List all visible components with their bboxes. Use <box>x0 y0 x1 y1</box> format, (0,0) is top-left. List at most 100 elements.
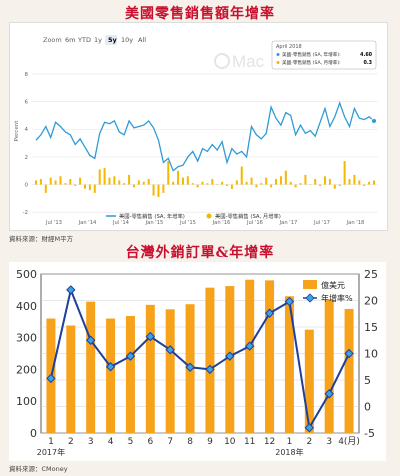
mom-bar <box>211 179 214 185</box>
growth-marker <box>324 389 334 399</box>
y-tick-label: 4 <box>25 127 29 133</box>
mom-bar <box>142 181 145 185</box>
zoom-button-10y[interactable]: 10y <box>121 36 133 44</box>
mom-bar <box>79 177 82 185</box>
zoom-bar: Zoom 6m YTD 1y 5y 10y All <box>43 35 146 45</box>
x-tick-label: 12 <box>264 437 275 447</box>
x-tick-label: 1 <box>48 437 54 447</box>
mom-bar <box>270 184 273 188</box>
mom-bar <box>255 184 258 188</box>
tooltip-marker <box>276 61 280 64</box>
us-retail-chart: Zoom 6m YTD 1y 5y 10y All Mac -2 0 2 4 6 8 Percent Jul … <box>14 35 378 226</box>
x-tick-label: 6 <box>147 437 153 447</box>
legend-item-growth[interactable]: 年增率% <box>321 293 353 303</box>
left-tick-label: 0 <box>30 427 37 440</box>
mom-bar <box>226 184 229 186</box>
x-tick-label: 4(月) <box>338 436 360 447</box>
mom-bar <box>304 174 307 185</box>
mom-bar <box>319 184 322 186</box>
mom-bar <box>74 184 77 186</box>
mom-bar <box>221 181 224 185</box>
order-bar <box>125 315 135 433</box>
zoom-active-bg <box>105 35 117 45</box>
x-tick-label: 11 <box>244 437 255 447</box>
growth-marker <box>105 362 116 372</box>
growth-line <box>49 286 350 431</box>
mom-bar <box>132 184 135 188</box>
mom-bar <box>147 179 150 185</box>
yoy-last-point[interactable] <box>371 118 377 124</box>
chart1-title: 美國零售銷售額年增率 <box>125 6 275 22</box>
legend-item-bars[interactable]: 億美元 <box>321 280 345 290</box>
order-bar <box>344 308 354 433</box>
legend-item-mom[interactable]: 美國-零售銷售 (SA, 月增率) <box>215 212 281 220</box>
zoom-button-all[interactable]: All <box>138 36 146 44</box>
mom-bar <box>103 167 106 185</box>
mom-bar <box>343 161 346 185</box>
x-tick-label: 8 <box>187 437 193 447</box>
growth-marker <box>66 285 76 295</box>
zoom-button-ytd[interactable]: YTD <box>77 36 91 44</box>
mom-bar <box>69 179 72 185</box>
mom-bar <box>328 179 331 185</box>
y-tick-label: 2 <box>25 155 29 161</box>
mom-bar <box>230 184 233 189</box>
yoy-line <box>35 101 375 172</box>
x-tick-label: 5 <box>128 437 134 447</box>
mom-bar <box>186 176 189 185</box>
x-tick-label: Jul '16 <box>246 220 263 226</box>
taiwan-export-chart-panel: 0 100 200 300 400 500 -5 0 5 10 15 20 25 1 2 3 4 5 6 7 8 9 10 1… <box>9 262 386 461</box>
mom-bar <box>172 181 175 185</box>
mom-bar <box>348 179 351 185</box>
order-bar <box>66 325 76 433</box>
x-tick-label: Jan '14 <box>78 220 97 226</box>
zoom-button-5y[interactable]: 5y <box>108 36 118 44</box>
x-tick-label: 3 <box>88 437 94 447</box>
legend-dot-marker <box>206 213 212 219</box>
mom-bar <box>294 184 297 188</box>
growth-marker <box>205 364 215 375</box>
mom-bar <box>113 176 116 185</box>
order-bar <box>165 309 175 433</box>
tooltip-value: 0.3 <box>364 60 373 66</box>
growth-marker <box>185 362 195 372</box>
growth-marker <box>125 351 136 361</box>
y-axis-title: Percent <box>14 120 20 142</box>
y-tick-label: 8 <box>25 72 29 78</box>
x-tick-label: 4 <box>108 437 114 447</box>
right-tick-label: 15 <box>364 321 378 334</box>
x-tick-label: 2 <box>68 437 74 447</box>
order-bar <box>145 304 155 433</box>
mom-bar <box>333 184 336 189</box>
legend-item-yoy[interactable]: 美國-零售銷售 (SA, 年增率) <box>119 212 185 220</box>
x-tick-label: Jul '17 <box>313 220 330 226</box>
mom-bar <box>299 183 302 185</box>
mom-bar <box>83 184 86 189</box>
x-tick-label: 9 <box>207 437 213 447</box>
mom-bar <box>118 180 121 185</box>
mom-bar <box>265 177 268 185</box>
mom-bar <box>201 181 204 185</box>
mom-bar <box>363 184 366 186</box>
mom-bar <box>373 180 375 185</box>
year-label-2017: 2017年 <box>37 447 65 457</box>
mom-bar <box>128 174 131 185</box>
zoom-button-1y[interactable]: 1y <box>94 36 102 44</box>
order-bar <box>106 318 116 433</box>
mom-bar <box>123 183 126 185</box>
mom-bar <box>245 181 248 185</box>
tooltip-label: 美國-零售銷售 (SA, 月增率): <box>282 59 341 66</box>
mom-bar <box>196 184 199 188</box>
x-tick-label: Jan '15 <box>145 220 164 226</box>
zoom-label: Zoom <box>43 36 62 44</box>
mom-bar <box>260 183 263 185</box>
left-tick-label: 500 <box>16 268 37 281</box>
zoom-button-6m[interactable]: 6m <box>65 36 75 44</box>
mom-bar <box>250 177 253 185</box>
right-tick-label: 25 <box>364 268 378 281</box>
order-bar <box>245 279 255 433</box>
mom-bar <box>338 184 341 186</box>
order-bar <box>86 301 96 433</box>
y-tick-label: 0 <box>25 183 29 189</box>
mom-bar <box>358 180 361 185</box>
